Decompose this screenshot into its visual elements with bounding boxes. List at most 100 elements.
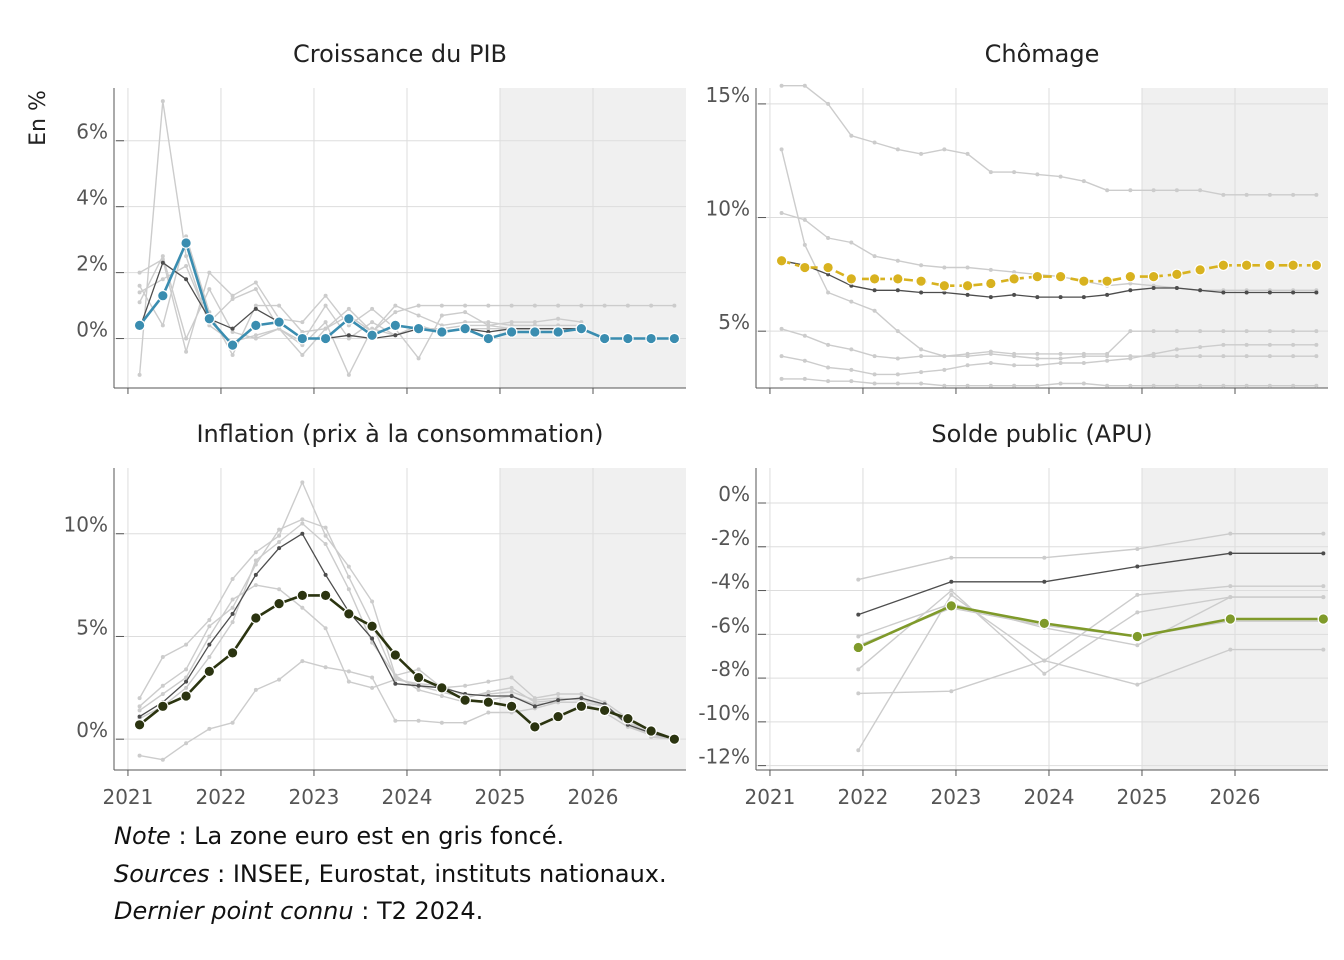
other-country-series-point — [160, 683, 165, 688]
other-country-series-point — [556, 303, 561, 308]
other-country-series-point — [649, 303, 654, 308]
other-country-series-point — [849, 347, 854, 352]
other-country-series-point — [277, 527, 282, 532]
y-tick-label: 2% — [76, 252, 108, 276]
other-country-series-point — [1291, 342, 1296, 347]
other-country-series-point — [1081, 179, 1086, 184]
other-country-series-point — [1174, 347, 1179, 352]
other-country-series-point — [184, 264, 189, 269]
other-country-series-point — [942, 383, 947, 388]
highlight-series-point — [892, 273, 904, 285]
other-country-series-point — [849, 379, 854, 384]
other-country-series-point — [346, 372, 351, 377]
other-country-series-point — [965, 265, 970, 270]
y-tick-label: -12% — [698, 745, 750, 769]
other-country-series-point — [895, 356, 900, 361]
other-country-series-point — [1012, 170, 1017, 175]
panel-title: Croissance du PIB — [293, 40, 507, 68]
other-country-series-point — [509, 685, 514, 690]
other-country-series-point — [1105, 383, 1110, 388]
other-country-series-point — [230, 353, 235, 358]
other-country-series-point — [1058, 356, 1063, 361]
unemployment-panel: 5% 10% 15% Chômage — [706, 40, 1328, 394]
highlight-series-point — [157, 700, 169, 713]
highlight-series-point — [1217, 259, 1230, 272]
other-country-series-point — [1105, 351, 1110, 356]
other-country-series-point — [439, 303, 444, 308]
other-country-series-point — [1198, 383, 1203, 388]
highlight-series-point — [938, 279, 951, 292]
other-country-series-point — [184, 254, 189, 259]
other-country-series-point — [230, 293, 235, 298]
euro-area-series-point — [346, 333, 351, 338]
other-country-series-point — [1228, 595, 1233, 600]
other-country-series-point — [323, 665, 328, 670]
euro-area-series-line — [781, 260, 1317, 298]
other-country-series-point — [160, 254, 165, 259]
other-country-series-point — [919, 151, 924, 156]
other-country-series-point — [253, 336, 258, 341]
other-country-series-point — [1042, 658, 1047, 663]
euro-area-series-line — [858, 552, 1324, 616]
y-tick-label: -4% — [711, 570, 750, 594]
other-country-series-point — [856, 748, 861, 753]
other-country-series-point — [1151, 383, 1156, 388]
highlight-series-point — [529, 721, 541, 733]
euro-area-series-point — [826, 272, 831, 277]
highlight-series-point — [645, 725, 657, 737]
other-country-series-point — [1135, 610, 1140, 615]
other-country-series-point — [137, 708, 142, 713]
other-country-series-point — [988, 267, 993, 272]
y-tick-label: 5% — [76, 615, 108, 639]
inflation-panel: 0% 5% 10% 2021 2022 2023 2024 2025 2026 Inflation… — [64, 420, 686, 809]
y-tick-label: 4% — [76, 186, 108, 210]
other-country-series-point — [919, 370, 924, 375]
x-tick-label: 2022 — [196, 785, 247, 809]
other-country-series-point — [300, 353, 305, 358]
highlight-series-point — [1131, 630, 1144, 643]
other-country-series-point — [1035, 383, 1040, 388]
highlight-series-point — [505, 326, 518, 338]
other-country-series-point — [160, 99, 165, 104]
other-country-series-point — [346, 587, 351, 592]
other-country-series-point — [1012, 363, 1017, 368]
euro-area-series-point — [1228, 551, 1233, 556]
other-country-series-point — [207, 287, 212, 292]
other-country-series-point — [826, 101, 831, 106]
other-country-series-point — [1012, 270, 1017, 275]
other-country-series-point — [1105, 188, 1110, 193]
euro-area-series-point — [988, 295, 993, 300]
other-country-series-point — [184, 642, 189, 647]
highlight-series-point — [436, 326, 448, 338]
other-country-series-point — [137, 290, 142, 295]
other-country-series-point — [346, 679, 351, 684]
other-country-series-point — [486, 323, 491, 328]
other-country-series-point — [463, 303, 468, 308]
x-tick-label: 2023 — [289, 785, 340, 809]
other-country-series-point — [160, 323, 165, 328]
euro-area-series-point — [1035, 295, 1040, 300]
highlight-series-point — [482, 696, 495, 709]
highlight-series-point — [622, 712, 634, 725]
other-country-series-point — [942, 147, 947, 152]
euro-area-series-point — [370, 636, 375, 641]
y-tick-label: -10% — [698, 701, 750, 725]
other-country-series-point — [486, 679, 491, 684]
other-country-series-point — [230, 597, 235, 602]
x-tick-label: 2025 — [1117, 785, 1168, 809]
highlight-series-point — [1101, 275, 1113, 287]
other-country-series-point — [393, 310, 398, 315]
other-country-series-point — [872, 254, 877, 259]
other-country-series-point — [849, 133, 854, 138]
other-country-series-point — [602, 303, 607, 308]
euro-area-series-point — [1267, 290, 1272, 295]
euro-area-series-point — [393, 681, 398, 686]
other-country-series-point — [1314, 342, 1319, 347]
euro-area-series-line — [139, 533, 675, 740]
other-country-series-point — [1135, 592, 1140, 597]
other-country-series-point — [849, 367, 854, 372]
notes-block: Note : La zone euro est en gris foncé. S… — [114, 818, 667, 931]
other-country-series-point — [779, 147, 784, 152]
other-country-series-point — [160, 691, 165, 696]
other-country-series-point — [779, 354, 784, 359]
